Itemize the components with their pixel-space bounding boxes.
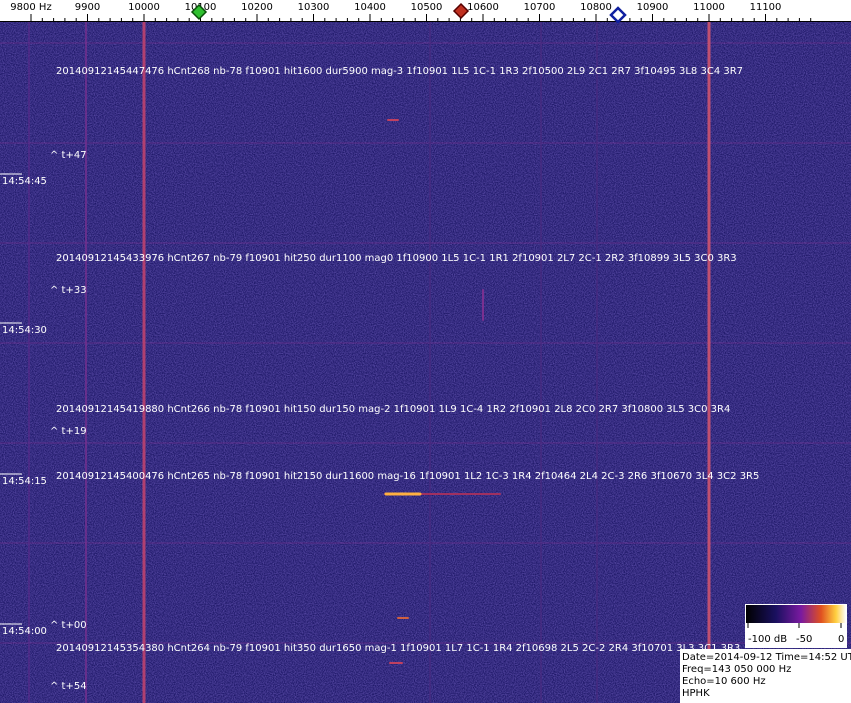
marker-red: [452, 2, 470, 20]
detection-line: 20140912145447476 hCnt268 nb-78 f10901 h…: [56, 66, 743, 77]
time-offset: ^ t+47: [50, 150, 87, 161]
info-line: HPHK: [682, 688, 710, 699]
markers: [190, 2, 627, 24]
info-line: Freq=143 050 000 Hz: [682, 664, 791, 675]
time-label: 14:54:30: [2, 325, 47, 336]
info-line: Date=2014-09-12 Time=14:52 UTC: [682, 652, 851, 663]
time-offset: ^ t+00: [50, 620, 87, 631]
colorbar-label: 0: [838, 634, 844, 645]
colorbar-label: -50: [796, 634, 812, 645]
detection-line: 20140912145400476 hCnt265 nb-78 f10901 h…: [56, 471, 759, 482]
time-offset: ^ t+54: [50, 681, 87, 692]
colorbar: -100 dB -50 0: [745, 604, 847, 648]
detection-line: 20140912145433976 hCnt267 nb-79 f10901 h…: [56, 253, 737, 264]
tick-label: 10200: [241, 2, 273, 13]
waterfall: [0, 22, 851, 703]
tick-label: 10600: [467, 2, 499, 13]
tick-label: 11100: [750, 2, 782, 13]
tick-label: 10000: [128, 2, 160, 13]
tick-label: 10800: [580, 2, 612, 13]
colorbar-label: -100 dB: [748, 634, 787, 645]
tick-label: 10400: [354, 2, 386, 13]
marker-blue: [609, 6, 627, 24]
tick-label: 10500: [411, 2, 443, 13]
tick-label: 10300: [298, 2, 330, 13]
detection-line: 20140912145419880 hCnt266 nb-78 f10901 h…: [56, 404, 730, 415]
tick-label: 9800 Hz: [10, 2, 51, 13]
marker-green: [190, 3, 208, 21]
time-label: 14:54:45: [2, 176, 47, 187]
info-line: Echo=10 600 Hz: [682, 676, 766, 687]
tick-label: 9900: [75, 2, 100, 13]
time-offset: ^ t+19: [50, 426, 87, 437]
detection-line: 20140912145354380 hCnt264 nb-79 f10901 h…: [56, 643, 740, 654]
time-offset: ^ t+33: [50, 285, 87, 296]
tick-label: 10900: [637, 2, 669, 13]
annotations: 20140912145447476 hCnt268 nb-78 f10901 h…: [0, 66, 759, 692]
tick-label: 11000: [693, 2, 725, 13]
time-label: 14:54:15: [2, 476, 47, 487]
time-label: 14:54:00: [2, 626, 47, 637]
tick-label: 10700: [524, 2, 556, 13]
frequency-axis: 9800 Hz990010000101001020010300104001050…: [0, 0, 851, 22]
